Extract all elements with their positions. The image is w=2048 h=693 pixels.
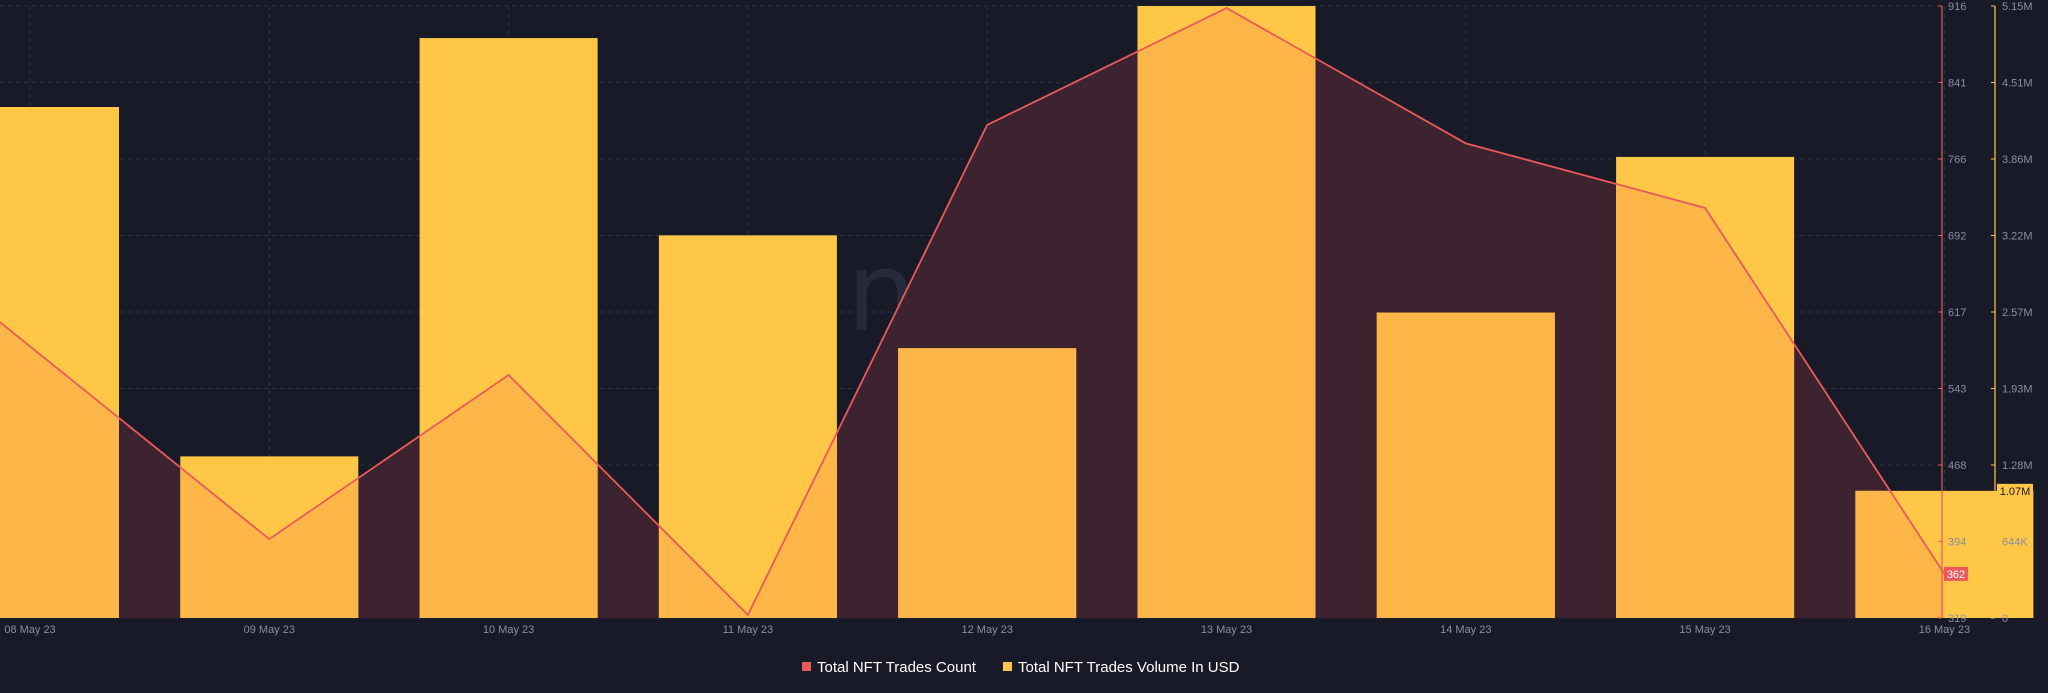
- volume-last-value-text: 1.07M: [2000, 486, 2031, 498]
- volume-axis-label: 3.86M: [2002, 154, 2033, 166]
- count-axis-label: 394: [1948, 537, 1966, 549]
- legend-label-volume: Total NFT Trades Volume In USD: [1018, 659, 1240, 676]
- count-axis-label: 543: [1948, 384, 1966, 396]
- x-axis-label: 10 May 23: [483, 624, 534, 636]
- x-axis-ticks: 08 May 23 09 May 23 10 May 23 11 May 23 12 M…: [4, 624, 1970, 636]
- volume-axis-label: 644K: [2002, 537, 2028, 549]
- volume-bar-overlap: [1376, 312, 1555, 618]
- count-axis-label: 916: [1948, 1, 1966, 13]
- x-axis-label: 11 May 23: [723, 624, 774, 636]
- volume-axis-label: 1.28M: [2002, 460, 2033, 472]
- volume-bar-overlap: [898, 348, 1077, 618]
- volume-axis-label: 3.22M: [2002, 231, 2033, 243]
- volume-axis-label: 4.51M: [2002, 78, 2033, 90]
- count-last-value-badge: [1944, 566, 1968, 581]
- legend-item-volume[interactable]: Total NFT Trades Volume In USD: [1003, 659, 1240, 676]
- x-axis-label: 15 May 23: [1679, 624, 1730, 636]
- count-line-layer: [0, 7, 1946, 617]
- x-axis-label: 12 May 23: [962, 624, 1013, 636]
- x-axis-label: 14 May 23: [1440, 624, 1491, 636]
- volume-axis-label: 0: [2002, 613, 2008, 625]
- count-axis-label: 692: [1948, 231, 1966, 243]
- legend: Total NFT Trades Count Total NFT Trades …: [802, 659, 1240, 676]
- volume-bar-overlap: [1137, 8, 1316, 618]
- value-badges: 362 1.07M: [1944, 483, 2033, 581]
- volume-last-value-badge: [1997, 483, 2033, 498]
- count-axis-label: 841: [1948, 78, 1966, 90]
- x-axis-label: 13 May 23: [1201, 624, 1252, 636]
- legend-item-count[interactable]: Total NFT Trades Count: [802, 659, 977, 676]
- count-axis-label: 468: [1948, 460, 1966, 472]
- count-line: [0, 7, 1946, 617]
- volume-axis-label: 2.57M: [2002, 307, 2033, 319]
- legend-label-count: Total NFT Trades Count: [817, 659, 977, 676]
- axes: 319 394 468 543 617 692 766 841 916 0 644K 1.28M 1.9…: [1938, 1, 2033, 625]
- count-axis-label: 766: [1948, 154, 1966, 166]
- x-axis-label: 08 May 23: [4, 624, 55, 636]
- legend-swatch-volume: [1003, 662, 1012, 671]
- legend-swatch-count: [802, 662, 811, 671]
- volume-axis-label: 5.15M: [2002, 1, 2033, 13]
- count-last-value-text: 362: [1947, 569, 1965, 581]
- x-axis-label: 16 May 23: [1919, 624, 1970, 636]
- volume-axis-label: 1.93M: [2002, 384, 2033, 396]
- x-axis-label: 09 May 23: [244, 624, 295, 636]
- count-axis-label: 617: [1948, 307, 1966, 319]
- count-axis-label: 319: [1948, 613, 1966, 625]
